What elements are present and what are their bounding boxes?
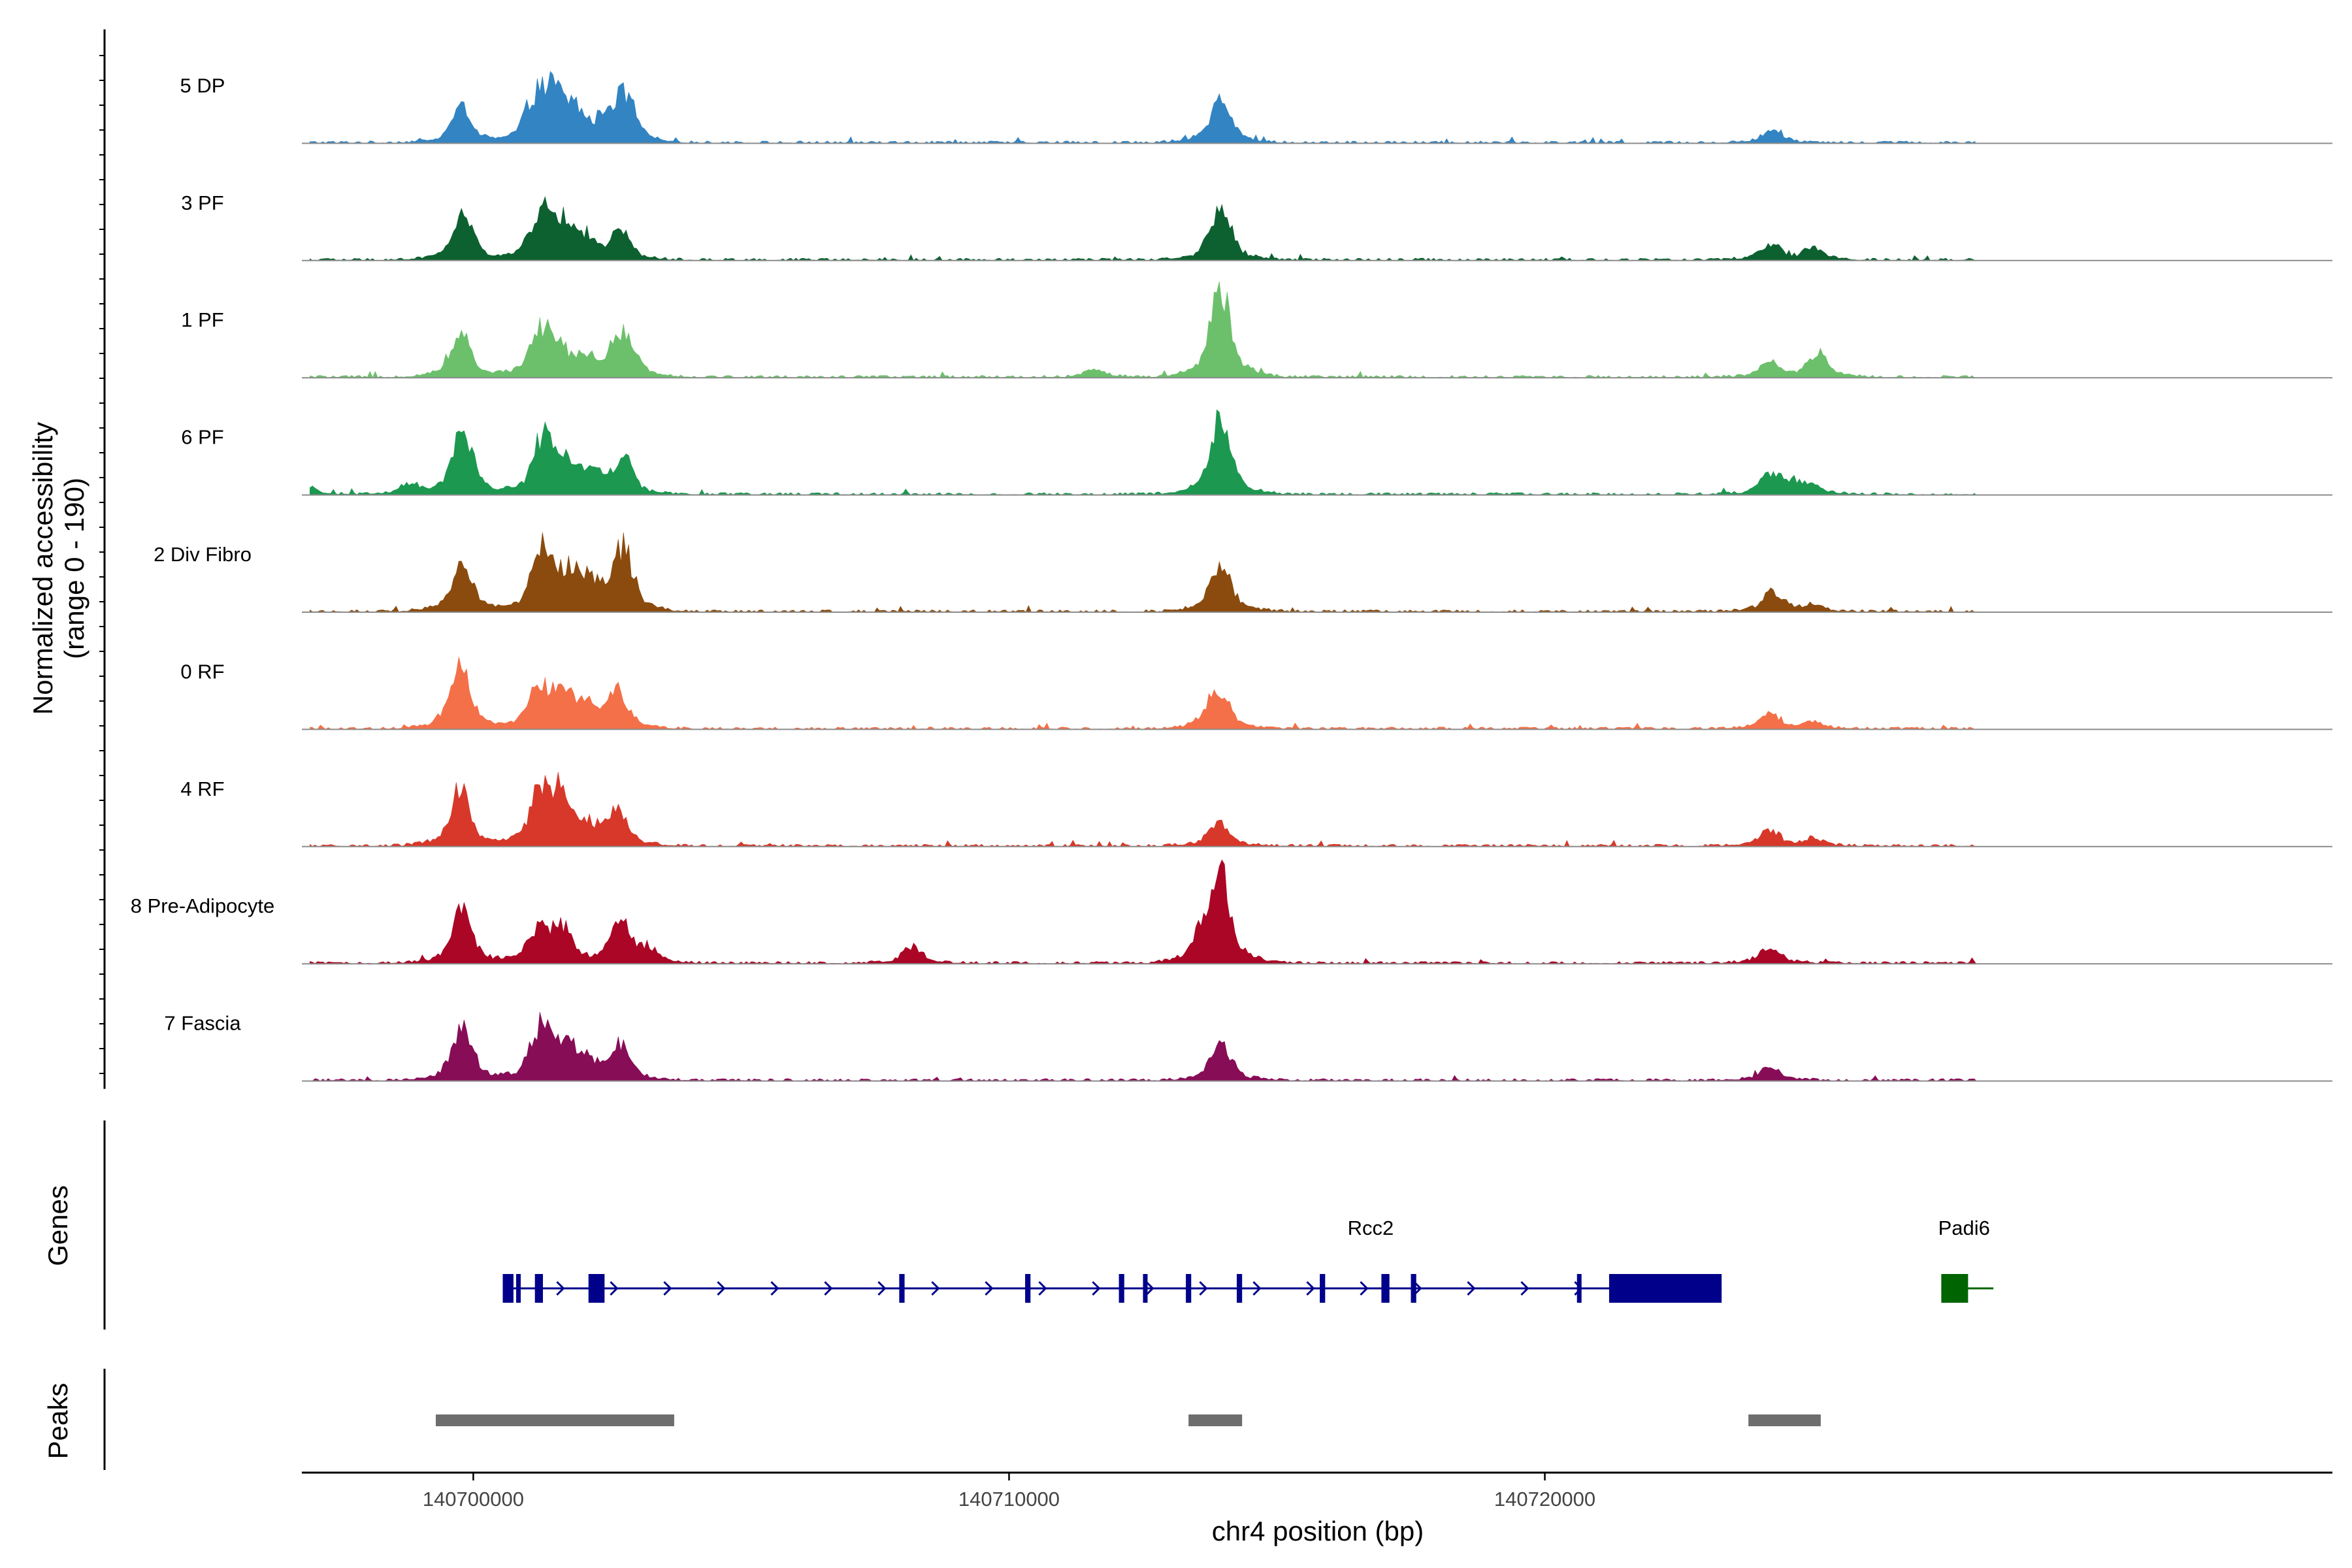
track-label: 8 Pre-Adipocyte	[131, 894, 275, 917]
track-7-fascia: 7 Fascia	[164, 1012, 2332, 1082]
strand-arrow	[1413, 1281, 1422, 1296]
strand-arrow	[556, 1281, 565, 1296]
exon	[1025, 1274, 1031, 1303]
strand-arrow	[663, 1281, 672, 1296]
strand-arrow	[1360, 1281, 1369, 1296]
track-6-pf: 6 PF	[181, 409, 2332, 496]
coverage-area	[310, 1012, 1977, 1081]
y-axis-title-line2: (range 0 - 190)	[59, 478, 90, 659]
strand-arrow	[985, 1281, 994, 1296]
strand-arrow	[1306, 1281, 1315, 1296]
exon	[1186, 1274, 1192, 1303]
x-tick-label: 140710000	[958, 1488, 1060, 1511]
exon	[534, 1274, 544, 1303]
gene-name: Rcc2	[1348, 1217, 1394, 1239]
coverage-area	[310, 657, 1976, 730]
peak-region	[1748, 1414, 1821, 1426]
gene-track: Rcc2 Padi6	[502, 1217, 1994, 1303]
exon	[1381, 1274, 1390, 1303]
peaks-panel-label: Peaks	[42, 1383, 73, 1460]
coverage-area	[310, 195, 1976, 261]
strand-arrow	[770, 1281, 779, 1296]
exon	[1236, 1274, 1243, 1303]
track-label: 6 PF	[181, 426, 223, 449]
strand-arrow	[877, 1281, 887, 1296]
track-1-pf: 1 PF	[181, 281, 2332, 379]
peak-region	[436, 1414, 674, 1426]
strand-arrow	[1092, 1281, 1101, 1296]
gene-padi6: Padi6	[1938, 1217, 1994, 1303]
track-8-pre-adipocyte: 8 Pre-Adipocyte	[131, 859, 2332, 965]
exon	[1576, 1274, 1582, 1303]
exon	[502, 1274, 514, 1303]
coverage-area	[310, 859, 1977, 964]
coverage-area	[310, 772, 1976, 847]
coverage-area	[310, 532, 1976, 613]
exon	[1941, 1274, 1968, 1303]
strand-arrow	[1199, 1281, 1208, 1296]
track-5-dp: 5 DP	[180, 71, 2332, 144]
exon	[588, 1274, 605, 1303]
peak-regions	[436, 1414, 1821, 1426]
strand-arrow	[1038, 1281, 1047, 1296]
gene-rcc2: Rcc2	[502, 1217, 1722, 1303]
exon	[516, 1274, 521, 1303]
coverage-area	[310, 409, 1977, 495]
track-label: 1 PF	[181, 308, 223, 331]
track-4-rf: 4 RF	[180, 772, 2332, 847]
peak-region	[1188, 1414, 1243, 1426]
gene-name: Padi6	[1938, 1217, 1990, 1239]
track-label: 0 RF	[180, 660, 224, 683]
track-label: 2 Div Fibro	[154, 543, 252, 566]
track-label: 3 PF	[181, 191, 223, 214]
exon	[1119, 1274, 1124, 1303]
strand-arrow	[931, 1281, 940, 1296]
coverage-area	[310, 281, 1976, 378]
strand-arrow	[610, 1281, 619, 1296]
genes-panel-label: Genes	[42, 1185, 73, 1266]
exon	[899, 1274, 905, 1303]
track-3-pf: 3 PF	[181, 191, 2332, 261]
y-axis-title: Normalized accessibility (range 0 - 190)	[27, 422, 90, 715]
exon	[1411, 1274, 1416, 1303]
strand-arrow	[1252, 1281, 1262, 1296]
track-2-div-fibro: 2 Div Fibro	[154, 532, 2332, 613]
strand-arrow	[1520, 1281, 1529, 1296]
exon	[1609, 1274, 1722, 1303]
track-label: 5 DP	[180, 74, 225, 97]
x-axis-title: chr4 position (bp)	[1212, 1516, 1424, 1546]
strand-arrow	[1145, 1281, 1154, 1296]
track-0-rf: 0 RF	[180, 657, 2332, 730]
track-label: 7 Fascia	[164, 1012, 241, 1035]
coverage-area	[310, 71, 1977, 144]
y-axis-title-line1: Normalized accessibility	[27, 422, 58, 715]
coverage-tracks: 5 DP 3 PF 1 PF 6 PF 2 Div Fibro 0 RF 4 RF 8 Pre…	[131, 71, 2332, 1082]
strand-arrow	[717, 1281, 726, 1296]
x-tick-label: 140700000	[423, 1488, 524, 1511]
exon	[1143, 1274, 1148, 1303]
track-label: 4 RF	[180, 777, 224, 800]
strand-arrow	[1467, 1281, 1476, 1296]
strand-arrow	[824, 1281, 833, 1296]
x-tick-label: 140720000	[1494, 1488, 1595, 1511]
exon	[1320, 1274, 1326, 1303]
